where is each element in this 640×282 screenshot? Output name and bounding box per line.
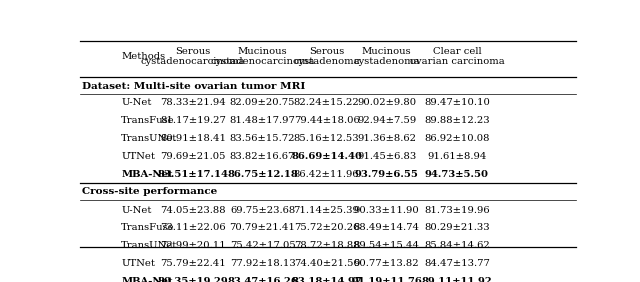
Text: 85.84±14.62: 85.84±14.62 <box>424 241 490 250</box>
Text: 93.79±6.55: 93.79±6.55 <box>355 169 419 179</box>
Text: MBA-Net: MBA-Net <box>121 277 173 282</box>
Text: 74.40±21.56: 74.40±21.56 <box>294 259 360 268</box>
Text: 84.47±13.77: 84.47±13.77 <box>424 259 490 268</box>
Text: 81.17±19.27: 81.17±19.27 <box>160 116 226 125</box>
Text: TransFuse: TransFuse <box>121 223 175 232</box>
Text: 86.92±10.08: 86.92±10.08 <box>424 134 490 143</box>
Text: Mucinous
cystadenocarcinoma: Mucinous cystadenocarcinoma <box>211 47 315 66</box>
Text: 90.33±11.90: 90.33±11.90 <box>354 206 419 215</box>
Text: 78.72±18.88: 78.72±18.88 <box>294 241 359 250</box>
Text: UTNet: UTNet <box>121 152 155 161</box>
Text: 91.19±11.76: 91.19±11.76 <box>351 277 422 282</box>
Text: 70.79±21.41: 70.79±21.41 <box>230 223 296 232</box>
Text: MBA-Net: MBA-Net <box>121 169 173 179</box>
Text: 79.44±18.06: 79.44±18.06 <box>294 116 360 125</box>
Text: 92.94±7.59: 92.94±7.59 <box>357 116 416 125</box>
Text: Methods: Methods <box>121 52 165 61</box>
Text: 75.42±17.05: 75.42±17.05 <box>230 241 296 250</box>
Text: 82.09±20.75: 82.09±20.75 <box>230 98 295 107</box>
Text: 91.61±8.94: 91.61±8.94 <box>428 152 486 161</box>
Text: Cross-site performance: Cross-site performance <box>83 187 218 196</box>
Text: 69.75±23.68: 69.75±23.68 <box>230 206 295 215</box>
Text: Dataset: Multi-site ovarian tumor MRI: Dataset: Multi-site ovarian tumor MRI <box>83 82 306 91</box>
Text: 83.18±14.97: 83.18±14.97 <box>291 277 362 282</box>
Text: 89.54±15.44: 89.54±15.44 <box>353 241 420 250</box>
Text: Mucinous
cystadenoma: Mucinous cystadenoma <box>353 47 420 66</box>
Text: 73.11±22.06: 73.11±22.06 <box>160 223 226 232</box>
Text: 86.42±11.96: 86.42±11.96 <box>294 169 359 179</box>
Text: 83.82±16.67: 83.82±16.67 <box>230 152 295 161</box>
Text: 91.45±6.83: 91.45±6.83 <box>357 152 416 161</box>
Text: 91.36±8.62: 91.36±8.62 <box>357 134 416 143</box>
Text: 83.47±16.26: 83.47±16.26 <box>227 277 298 282</box>
Text: 83.56±15.72: 83.56±15.72 <box>230 134 295 143</box>
Text: 86.69±14.40: 86.69±14.40 <box>291 152 362 161</box>
Text: U-Net: U-Net <box>121 98 152 107</box>
Text: 80.35±19.29: 80.35±19.29 <box>157 277 228 282</box>
Text: 81.48±17.97: 81.48±17.97 <box>230 116 296 125</box>
Text: UTNet: UTNet <box>121 259 155 268</box>
Text: 75.79±22.41: 75.79±22.41 <box>160 259 226 268</box>
Text: TransUNet: TransUNet <box>121 241 177 250</box>
Text: 80.29±21.33: 80.29±21.33 <box>424 223 490 232</box>
Text: 77.92±18.13: 77.92±18.13 <box>230 259 296 268</box>
Text: 79.69±21.05: 79.69±21.05 <box>161 152 226 161</box>
Text: 89.47±10.10: 89.47±10.10 <box>424 98 490 107</box>
Text: 88.49±14.74: 88.49±14.74 <box>353 223 420 232</box>
Text: 80.91±18.41: 80.91±18.41 <box>160 134 226 143</box>
Text: 89.11±11.92: 89.11±11.92 <box>422 277 492 282</box>
Text: Clear cell
ovarian carcinoma: Clear cell ovarian carcinoma <box>410 47 504 66</box>
Text: U-Net: U-Net <box>121 206 152 215</box>
Text: 82.24±15.22: 82.24±15.22 <box>294 98 360 107</box>
Text: Serous
cystadenocarcinoma: Serous cystadenocarcinoma <box>141 47 245 66</box>
Text: 89.88±12.23: 89.88±12.23 <box>424 116 490 125</box>
Text: 83.51±17.14: 83.51±17.14 <box>157 169 228 179</box>
Text: 72.99±20.11: 72.99±20.11 <box>160 241 226 250</box>
Text: 90.02±9.80: 90.02±9.80 <box>357 98 416 107</box>
Text: TransUNet: TransUNet <box>121 134 177 143</box>
Text: 75.72±20.26: 75.72±20.26 <box>294 223 359 232</box>
Text: 74.05±23.88: 74.05±23.88 <box>160 206 226 215</box>
Text: Serous
cystadenoma: Serous cystadenoma <box>293 47 360 66</box>
Text: 94.73±5.50: 94.73±5.50 <box>425 169 489 179</box>
Text: 81.73±19.96: 81.73±19.96 <box>424 206 490 215</box>
Text: TransFuse: TransFuse <box>121 116 175 125</box>
Text: 78.33±21.94: 78.33±21.94 <box>160 98 226 107</box>
Text: 71.14±25.39: 71.14±25.39 <box>294 206 360 215</box>
Text: 90.77±13.82: 90.77±13.82 <box>354 259 419 268</box>
Text: 85.16±12.53: 85.16±12.53 <box>294 134 359 143</box>
Text: 86.75±12.18: 86.75±12.18 <box>227 169 298 179</box>
